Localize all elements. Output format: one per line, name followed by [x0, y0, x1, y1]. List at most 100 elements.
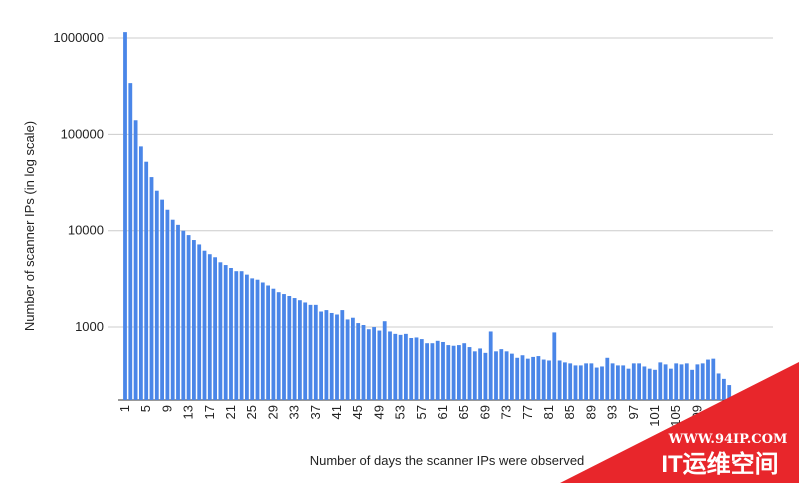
bar: [451, 345, 456, 400]
x-tick-label: 33: [287, 405, 302, 419]
bar: [260, 282, 265, 400]
bar: [335, 314, 339, 400]
bar: [393, 333, 398, 400]
bar: [351, 317, 355, 400]
bar: [594, 367, 599, 400]
bar: [552, 332, 557, 400]
x-tick-label: 21: [223, 405, 238, 419]
bar: [557, 360, 562, 400]
x-tick-label: 97: [626, 405, 641, 419]
bar: [170, 219, 175, 400]
bar: [144, 161, 149, 400]
watermark-text: IT运维空间: [661, 450, 778, 478]
x-tick-label: 5: [138, 405, 153, 412]
x-tick-label: 89: [583, 405, 598, 419]
bar: [271, 288, 276, 400]
x-tick-label: 37: [308, 405, 323, 419]
bar: [419, 339, 424, 400]
bar: [133, 120, 138, 400]
bar: [207, 254, 212, 400]
bar: [404, 333, 408, 400]
bar: [679, 364, 684, 400]
bar: [319, 311, 323, 400]
bar: [578, 365, 583, 400]
x-tick-label: 9: [159, 405, 174, 412]
bar: [446, 345, 451, 400]
x-tick-label: 61: [435, 405, 450, 419]
bar: [239, 271, 244, 400]
bar: [340, 310, 345, 400]
x-tick-label: 57: [414, 405, 429, 419]
bar: [181, 230, 186, 400]
bar: [663, 364, 668, 400]
y-tick-label: 100000: [61, 126, 104, 141]
bar: [425, 343, 429, 400]
bar: [658, 362, 663, 400]
bar: [690, 369, 694, 400]
bar: [345, 319, 350, 400]
bar: [398, 334, 403, 400]
bar: [329, 312, 334, 400]
bar: [695, 364, 700, 400]
bar: [186, 235, 191, 400]
x-tick-label: 45: [350, 405, 365, 419]
watermark-banner: [560, 362, 799, 483]
bar: [669, 368, 673, 400]
bar: [600, 366, 604, 400]
bar: [536, 356, 541, 400]
bar: [128, 83, 133, 400]
bar: [441, 341, 445, 400]
bar: [435, 340, 440, 400]
bar: [154, 190, 159, 400]
bar: [637, 363, 641, 400]
bar: [674, 363, 679, 400]
x-tick-label: 41: [329, 405, 344, 419]
bar: [467, 347, 472, 400]
bar: [234, 271, 239, 400]
bar: [610, 363, 615, 400]
bar: [276, 292, 281, 400]
bar: [382, 321, 387, 400]
bar: [700, 363, 705, 400]
bar: [653, 369, 657, 400]
y-axis-label: Number of scanner IPs (in log scale): [22, 121, 37, 331]
bar: [504, 351, 509, 400]
bar: [605, 357, 610, 400]
x-tick-label: 49: [371, 405, 386, 419]
bar: [202, 250, 207, 400]
x-tick-label: 93: [605, 405, 620, 419]
bar: [547, 360, 551, 400]
bar: [457, 345, 461, 400]
bar: [727, 385, 732, 400]
bar: [626, 368, 631, 400]
bar: [711, 358, 716, 400]
bar: [229, 268, 233, 400]
y-tick-label: 1000: [75, 319, 104, 334]
bar: [303, 302, 308, 400]
x-tick-label: 1: [117, 405, 132, 412]
bar: [716, 373, 721, 400]
bar: [621, 365, 626, 400]
x-tick-label: 85: [562, 405, 577, 419]
bar: [255, 279, 260, 400]
bar: [176, 224, 180, 400]
bar: [356, 323, 361, 400]
y-tick-label: 1000000: [53, 30, 104, 45]
bar: [525, 358, 530, 400]
x-tick-label: 105: [668, 405, 683, 427]
bar: [541, 359, 546, 400]
bar: [722, 378, 726, 400]
bar: [372, 327, 376, 400]
bar: [642, 366, 647, 400]
bar: [160, 199, 164, 400]
bar: [568, 363, 573, 400]
bar: [616, 365, 620, 400]
x-tick-label: 25: [244, 405, 259, 419]
bar: [366, 329, 371, 400]
bar: [292, 298, 297, 400]
bar: [472, 351, 477, 400]
y-tick-label: 10000: [68, 223, 104, 238]
bar: [488, 331, 493, 400]
bar: [324, 310, 329, 400]
bar: [197, 244, 202, 400]
